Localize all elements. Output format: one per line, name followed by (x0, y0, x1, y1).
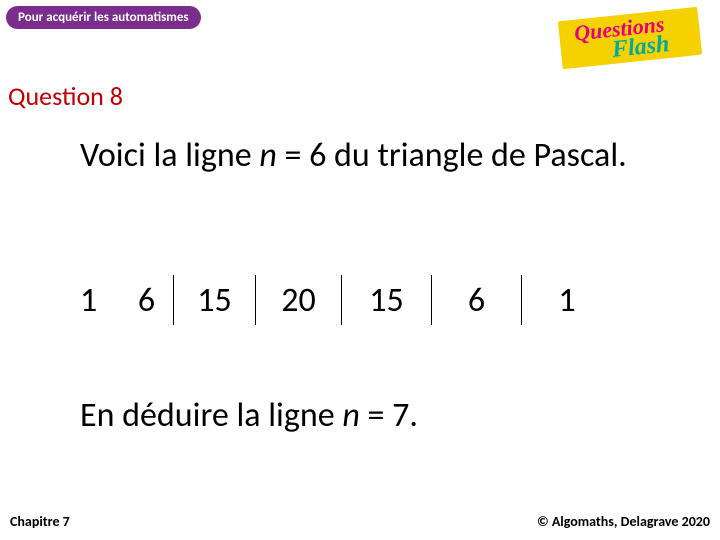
statement-after: = 6 du triangle de Pascal. (277, 135, 627, 176)
pascal-cell: 1 (80, 275, 120, 325)
deduce-before: En déduire la ligne (80, 395, 342, 436)
chapter-label: Chapitre 7 (10, 513, 70, 530)
statement-variable: n (259, 135, 276, 176)
flash-logo-line2: Flash (611, 31, 671, 64)
automatismes-badge: Pour acquérir les automatismes (6, 6, 201, 29)
pascal-cell: 6 (432, 275, 522, 325)
pascal-cell: 1 (522, 275, 612, 325)
pascal-cell: 15 (342, 275, 432, 325)
pascal-cell: 20 (256, 275, 342, 325)
deduce-variable: n (342, 395, 359, 436)
pascal-row: 1 6 15 20 15 6 1 (80, 275, 612, 325)
copyright-label: © Algomaths, Delagrave 2020 (537, 513, 710, 530)
statement-before: Voici la ligne (80, 135, 259, 176)
pascal-cell: 15 (174, 275, 256, 325)
question-statement: Voici la ligne n = 6 du triangle de Pasc… (80, 135, 640, 178)
question-number: Question 8 (8, 80, 123, 112)
deduce-statement: En déduire la ligne n = 7. (80, 395, 418, 436)
pascal-cell: 6 (120, 275, 174, 325)
questions-flash-logo: Questions Flash (560, 10, 700, 65)
deduce-after: = 7. (360, 395, 418, 436)
